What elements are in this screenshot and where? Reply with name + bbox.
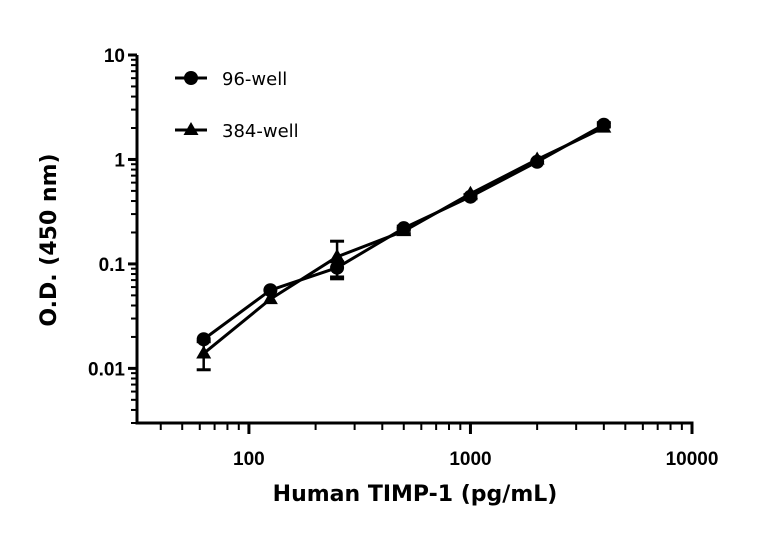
y-tick-label: 10 [104, 46, 125, 67]
y-axis-title: O.D. (450 nm) [37, 153, 62, 326]
series-layer [196, 117, 612, 372]
x-tick-label: 100 [233, 449, 265, 470]
y-tick-label: 0.1 [99, 255, 126, 276]
data-point-triangle [262, 291, 278, 305]
data-point-triangle [196, 345, 212, 359]
x-tick-label: 1000 [449, 449, 491, 470]
data-point-triangle [396, 223, 412, 237]
series-384-well [196, 119, 612, 372]
legend-marker-circle [184, 71, 198, 85]
data-point-triangle [529, 151, 545, 165]
y-tick-label: 1 [114, 150, 125, 171]
data-point-circle [263, 283, 278, 298]
legend: 96-well 384-well [175, 69, 299, 142]
data-point-triangle [462, 185, 478, 199]
legend-label-96-well: 96-well [222, 69, 287, 90]
x-tick-label: 10000 [666, 449, 719, 470]
legend-marker-triangle [183, 122, 199, 135]
data-point-triangle [329, 248, 345, 262]
data-point-triangle [596, 119, 612, 133]
axes: 0.01 0.1 1 10 100 1000 10000 [88, 46, 718, 470]
y-tick-label: 0.01 [88, 359, 125, 380]
x-axis-title: Human TIMP-1 (pg/mL) [273, 482, 558, 507]
legend-label-384-well: 384-well [222, 121, 299, 142]
